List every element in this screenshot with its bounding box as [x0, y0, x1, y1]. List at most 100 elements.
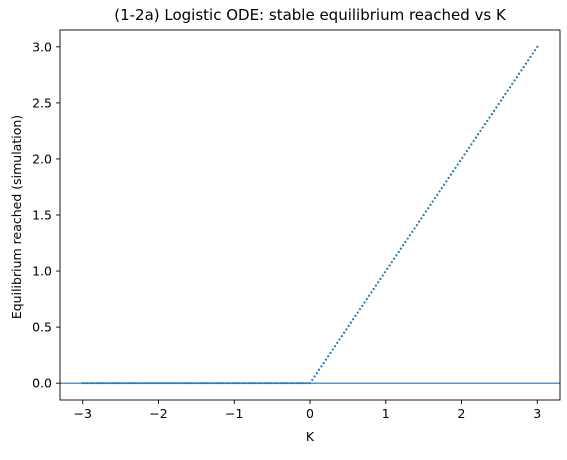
data-point: [229, 382, 232, 385]
data-point: [408, 234, 412, 237]
data-point: [192, 382, 196, 385]
data-point: [433, 197, 437, 200]
data-point: [111, 382, 114, 385]
data-point: [274, 382, 278, 385]
data-point: [147, 382, 150, 385]
data-point: [427, 207, 430, 210]
data-point: [438, 190, 441, 193]
data-point: [202, 382, 205, 385]
data-point: [377, 281, 380, 284]
data-point: [145, 382, 148, 385]
data-point: [152, 382, 155, 385]
data-point: [81, 382, 84, 385]
data-point: [347, 324, 350, 328]
data-point: [492, 109, 496, 112]
data-point: [238, 382, 241, 385]
data-point: [477, 133, 480, 136]
data-point: [390, 260, 393, 264]
data-point: [524, 62, 528, 65]
data-point: [104, 382, 107, 385]
data-point: [488, 116, 491, 119]
data-point: [174, 382, 178, 385]
data-point: [233, 382, 237, 385]
data-point: [329, 351, 332, 355]
x-tick-label: −1: [225, 406, 243, 421]
data-point: [370, 291, 373, 294]
data-point: [404, 240, 407, 244]
data-point: [272, 382, 275, 385]
chart-title: (1-2a) Logistic ODE: stable equilibrium …: [114, 6, 507, 24]
data-point: [322, 361, 325, 365]
data-point: [527, 59, 530, 62]
x-axis-ticks: −3 −2 −1 0 1 2 3: [74, 400, 541, 421]
data-point: [358, 308, 362, 311]
data-point: [170, 382, 173, 385]
data-point: [383, 271, 387, 274]
data-point: [490, 112, 493, 116]
data-point: [342, 331, 346, 334]
data-point: [506, 89, 509, 92]
x-tick-label: 1: [382, 406, 390, 421]
data-point: [245, 382, 248, 385]
data-point: [122, 382, 125, 385]
data-point: [520, 69, 523, 72]
data-point: [531, 52, 534, 55]
y-tick-label: 1.0: [32, 264, 52, 279]
data-point: [481, 126, 484, 129]
data-point: [436, 193, 439, 196]
data-point: [417, 220, 421, 223]
data-point: [138, 382, 141, 385]
data-point: [127, 382, 130, 385]
data-point: [395, 254, 398, 257]
data-point: [199, 382, 203, 385]
data-point: [465, 149, 468, 153]
data-point: [338, 338, 341, 341]
data-point: [363, 301, 366, 304]
data-point: [106, 382, 109, 385]
data-point: [220, 382, 223, 385]
data-point: [420, 217, 423, 220]
data-point: [161, 382, 164, 385]
x-tick-label: 2: [458, 406, 466, 421]
data-point: [224, 382, 228, 385]
data-point: [340, 334, 343, 338]
data-point: [456, 163, 459, 166]
data-point: [113, 382, 116, 385]
data-point: [252, 382, 255, 385]
data-point: [392, 257, 396, 260]
data-point: [397, 250, 400, 254]
data-point: [179, 382, 182, 385]
data-point: [256, 382, 259, 385]
data-point: [442, 183, 446, 186]
data-point: [83, 382, 87, 385]
data-point: [149, 382, 153, 385]
data-point: [299, 382, 303, 385]
y-tick-label: 0.5: [32, 320, 52, 335]
data-point: [372, 287, 375, 291]
data-point: [177, 382, 180, 385]
data-point: [317, 368, 321, 371]
data-point: [388, 264, 391, 267]
data-point: [311, 378, 314, 381]
data-point: [529, 55, 532, 59]
x-tick-label: 3: [533, 406, 541, 421]
data-point: [324, 358, 328, 361]
data-point: [302, 382, 305, 385]
data-point: [142, 382, 146, 385]
data-point: [108, 382, 112, 385]
data-point: [99, 382, 103, 385]
data-point: [445, 180, 448, 183]
data-point: [413, 227, 416, 230]
data-point: [217, 382, 221, 385]
data-point: [354, 314, 357, 318]
data-point: [279, 382, 282, 385]
data-point: [522, 65, 525, 69]
data-point: [258, 382, 262, 385]
data-point: [386, 267, 389, 270]
data-point: [422, 213, 425, 217]
x-tick-label: −3: [74, 406, 92, 421]
data-point: [247, 382, 250, 385]
data-point: [327, 355, 330, 358]
data-point: [320, 365, 323, 368]
